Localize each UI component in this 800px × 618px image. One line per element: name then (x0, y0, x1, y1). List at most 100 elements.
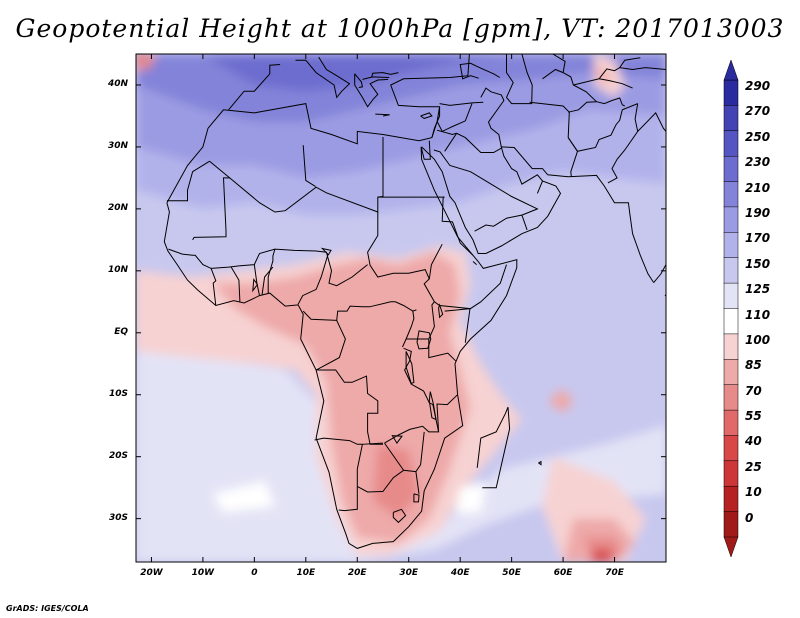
lake-outline (438, 303, 444, 319)
coastline (431, 106, 441, 138)
country-border (459, 62, 501, 80)
country-border (441, 196, 474, 256)
colorbar-swatch (723, 130, 739, 157)
colorbar-top-arrow (723, 59, 739, 81)
coastline (476, 406, 511, 489)
country-border (297, 254, 329, 305)
country-border (472, 261, 477, 265)
country-border (436, 129, 457, 136)
colorbar-swatch (723, 232, 739, 259)
chart-title: Geopotential Height at 1000hPa [gpm], VT… (15, 14, 785, 43)
country-border (166, 160, 210, 202)
y-tick-label: 10N (107, 264, 128, 275)
height-region-110 (455, 481, 486, 513)
axis-ticks (136, 54, 666, 562)
colorbar-swatch (723, 79, 739, 106)
country-border (338, 469, 358, 512)
country-border (637, 112, 666, 132)
country-border (542, 54, 566, 73)
country-border (357, 469, 404, 493)
colorbar-swatch (723, 485, 739, 513)
country-border (607, 103, 639, 184)
y-tick-label: 20S (108, 450, 128, 461)
coastline (505, 54, 533, 105)
country-border (439, 101, 484, 106)
height-region-40 (588, 549, 615, 562)
country-border (384, 442, 416, 473)
colorbar-label: 250 (745, 129, 771, 144)
country-border (542, 68, 597, 103)
height-region-125 (136, 345, 666, 562)
y-tick-label: EQ (114, 326, 128, 337)
x-tick-label: 50E (502, 568, 521, 578)
coastline (538, 460, 542, 466)
colorbar-swatch (723, 155, 739, 183)
coastline (375, 113, 390, 117)
colorbar-swatch (723, 384, 739, 411)
colorbar-label: 25 (745, 459, 762, 474)
coastline (653, 264, 666, 283)
y-tick-label: 20N (107, 202, 128, 213)
y-tick-label: 30S (108, 512, 128, 523)
colorbar-swatch (723, 333, 739, 360)
colorbar-bottom-arrow (723, 536, 739, 558)
height-region-85 (547, 388, 574, 414)
country-border (367, 212, 471, 343)
x-tick-label: 30E (399, 568, 419, 578)
colorbar-swatch (723, 206, 739, 233)
coastline (421, 146, 655, 283)
colorbar-label: 290 (745, 79, 771, 93)
colorbar-label: 10 (745, 485, 762, 500)
country-border (480, 87, 505, 147)
lake-outline (320, 247, 332, 256)
coastline (228, 64, 281, 111)
boundary-lines (163, 54, 666, 549)
x-tick-label: 20W (140, 568, 163, 578)
colorbar-swatch (723, 511, 739, 538)
lake-outline (252, 278, 259, 293)
country-border (619, 57, 641, 68)
country-border (428, 243, 443, 279)
colorbar-label: 55 (745, 409, 762, 424)
colorbar-label: 70 (745, 383, 762, 398)
country-border (362, 76, 390, 80)
country-border (415, 431, 425, 494)
country-border (474, 214, 528, 232)
country-border (315, 320, 346, 371)
country-border (384, 347, 440, 444)
lake-outline (428, 391, 437, 421)
y-tick-label: 30N (107, 140, 128, 151)
height-region-230 (202, 54, 512, 92)
colorbar-swatch (723, 460, 739, 487)
country-border (436, 394, 458, 432)
height-region-70 (372, 444, 419, 519)
country-border (392, 508, 407, 524)
colorbar-swatch (723, 181, 739, 208)
colorbar-label: 270 (745, 104, 771, 119)
country-border (433, 149, 539, 216)
lake-outline (391, 435, 403, 444)
colorbar-label: 150 (745, 256, 771, 271)
colorbar-label: 125 (745, 282, 771, 297)
coastline (166, 54, 470, 203)
credit-text: GrADS: IGES/COLA (6, 604, 89, 613)
country-border (567, 103, 638, 152)
y-tick-label: 40N (107, 78, 128, 89)
coastline (420, 112, 433, 119)
coastline (354, 73, 389, 108)
colorbar-label: 190 (745, 205, 771, 220)
country-border (314, 437, 363, 445)
colorbar (723, 59, 739, 558)
colorbar-label: 170 (745, 231, 771, 246)
country-border (444, 264, 507, 312)
colorbar-label: 85 (745, 358, 762, 373)
country-border (192, 177, 230, 241)
country-border (536, 180, 543, 194)
colorbar-label: 230 (745, 155, 771, 170)
country-border (302, 145, 316, 188)
x-tick-label: 70E (605, 568, 624, 578)
country-border (437, 103, 473, 133)
lake-outline (416, 330, 432, 350)
country-border (371, 72, 399, 78)
